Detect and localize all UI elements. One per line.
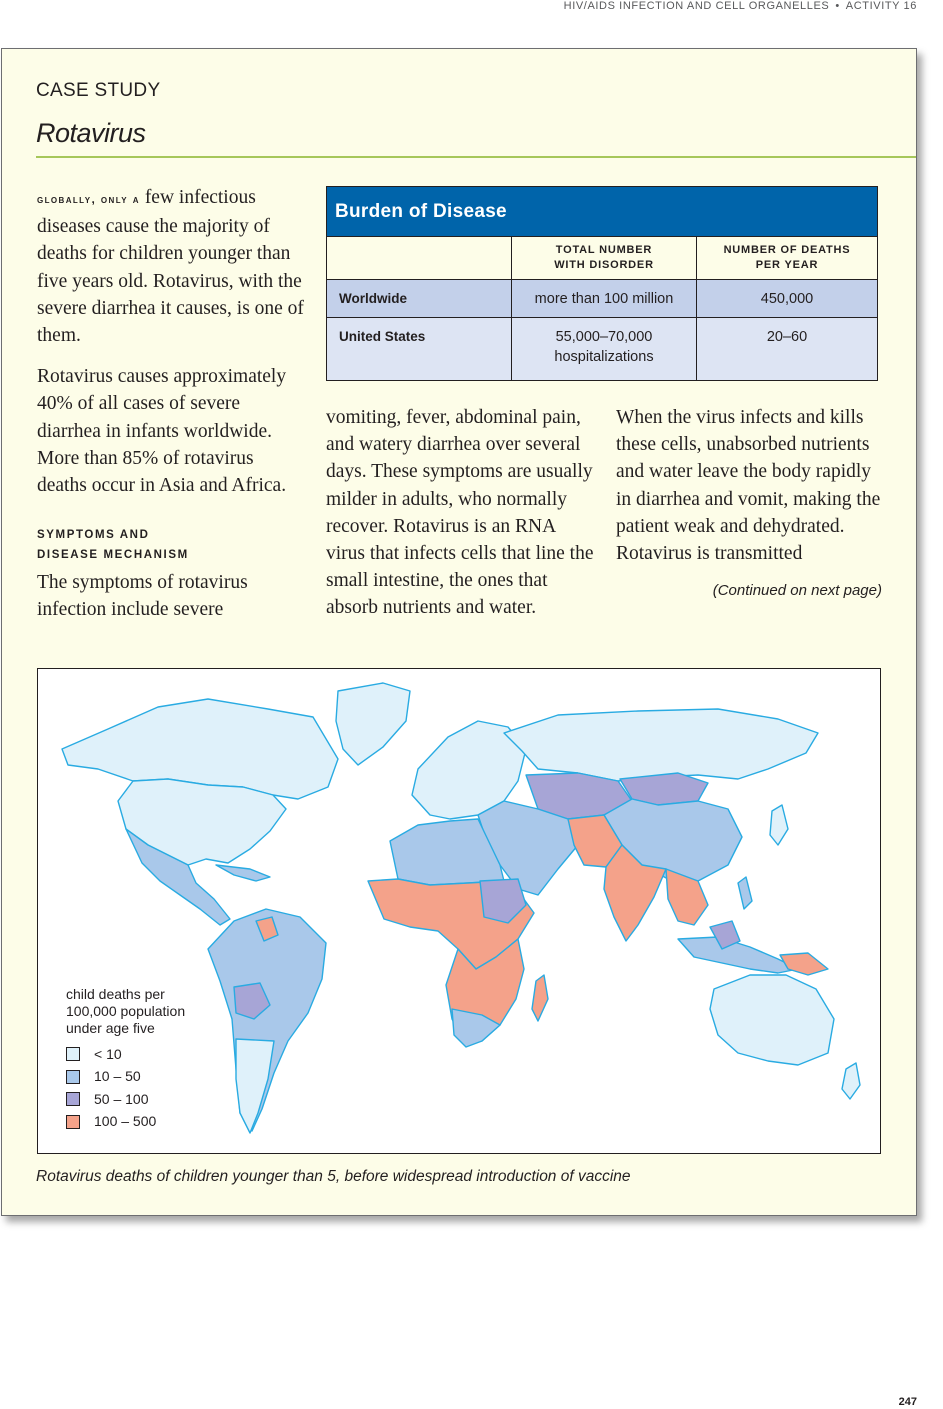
text-column-2: vomiting, fever, abdominal pain, and wat… [326, 404, 596, 622]
legend-item: 100 – 500 [66, 1111, 185, 1134]
region-bolivia [233, 982, 271, 1020]
table-title: Burden of Disease [335, 201, 507, 222]
legend-item: 10 – 50 [66, 1066, 185, 1089]
row-label: United States [327, 317, 512, 380]
map-land [61, 682, 861, 1134]
activity-label: ACTIVITY 16 [845, 0, 917, 12]
column-3-text: When the virus infects and kills these c… [616, 407, 881, 565]
section-subhead: symptoms and disease mechanism [37, 525, 305, 565]
running-head: HIV/AIDS INFECTION AND CELL ORGANELLES • A… [564, 0, 917, 12]
text-column-3: When the virus infects and kills these c… [616, 404, 888, 604]
data-table: TOTAL NUMBER WITH DISORDER NUMBER OF DEAT… [327, 236, 877, 380]
legend-title-line3: under age five [66, 1020, 155, 1036]
intro-paragraph: globally, only a few infectious diseases… [37, 184, 305, 349]
lead-in: globally, only a [37, 192, 140, 206]
region-japan [769, 804, 789, 846]
region-south-america [207, 908, 327, 1132]
region-europe [411, 720, 527, 820]
header-total-line2: WITH DISORDER [554, 259, 654, 271]
cell-total-line2: hospitalizations [554, 349, 654, 365]
continued-note: (Continued on next page) [712, 582, 882, 600]
running-head-text: HIV/AIDS INFECTION AND CELL ORGANELLES [563, 0, 830, 12]
world-map [61, 682, 861, 1134]
legend-swatch [66, 1114, 80, 1129]
bullet-separator: • [835, 0, 840, 12]
cell-total: 55,000–70,000 hospitalizations [511, 317, 697, 380]
row-label: Worldwide [327, 279, 512, 318]
case-study-title: Rotavirus [36, 118, 146, 148]
region-greenland [335, 682, 411, 766]
table-row: United States 55,000–70,000 hospitalizati… [327, 317, 877, 380]
case-study-kicker: CASE STUDY [36, 80, 161, 101]
header-deaths-line1: NUMBER OF DEATHS [723, 244, 851, 256]
legend-label: < 10 [94, 1045, 122, 1062]
column-2-text: vomiting, fever, abdominal pain, and wat… [326, 407, 594, 619]
map-caption: Rotavirus deaths of children younger tha… [36, 1168, 631, 1185]
region-philippines [737, 876, 753, 910]
legend-label: 100 – 500 [94, 1113, 157, 1130]
region-canada-alaska [61, 698, 339, 800]
legend-title-line2: 100,000 population [66, 1003, 186, 1019]
region-madagascar [531, 974, 549, 1022]
region-new-guinea [779, 952, 829, 976]
legend-swatch [66, 1047, 80, 1062]
text-column-1: globally, only a few infectious diseases… [37, 184, 305, 638]
region-australia [709, 974, 835, 1066]
legend-swatch [66, 1092, 80, 1107]
legend-title-line1: child deaths per [66, 986, 165, 1002]
symptoms-paragraph: The symptoms of rotavirus infection incl… [37, 572, 248, 621]
burden-of-disease-table: Burden of Disease TOTAL NUMBER WITH DISOR… [326, 186, 878, 381]
intro-text: few infectious diseases cause the majori… [37, 187, 304, 347]
cell-deaths: 20–60 [696, 317, 877, 380]
empty-header-cell [327, 236, 512, 280]
legend-title: child deaths per 100,000 population unde… [66, 986, 185, 1037]
cell-total: more than 100 million [511, 279, 697, 318]
map-legend: child deaths per 100,000 population unde… [66, 986, 185, 1133]
header-row: TOTAL NUMBER WITH DISORDER NUMBER OF DEAT… [327, 236, 877, 280]
region-sudan [479, 878, 527, 924]
legend-swatch [66, 1069, 80, 1084]
region-caribbean [215, 864, 271, 882]
title-rule [36, 156, 916, 158]
legend-item: 50 – 100 [66, 1088, 185, 1111]
region-india [603, 844, 667, 942]
page-number: 247 [898, 1396, 917, 1408]
region-southeast-asia [665, 868, 709, 926]
cell-total-line1: 55,000–70,000 [555, 329, 653, 345]
statistics-paragraph: Rotavirus causes approximately 40% of al… [37, 366, 287, 497]
region-southern-cone [235, 1038, 275, 1134]
region-russia [503, 708, 819, 782]
region-south-africa [451, 1008, 501, 1048]
subhead-line-2: disease mechanism [37, 549, 189, 562]
column-header-deaths: NUMBER OF DEATHS PER YEAR [696, 236, 877, 280]
column-header-total: TOTAL NUMBER WITH DISORDER [511, 236, 697, 280]
world-map-frame [37, 668, 881, 1154]
header-total-line1: TOTAL NUMBER [555, 244, 653, 256]
header-deaths-line2: PER YEAR [755, 259, 819, 271]
region-new-zealand [841, 1062, 861, 1100]
region-mexico-central-america [125, 828, 231, 926]
legend-label: 50 – 100 [94, 1090, 149, 1107]
legend-label: 10 – 50 [94, 1068, 141, 1085]
region-guyana [255, 916, 279, 942]
table-row: Worldwide more than 100 million 450,000 [327, 279, 877, 318]
subhead-line-1: symptoms and [37, 529, 150, 542]
legend-item: < 10 [66, 1043, 185, 1066]
table-title-bar: Burden of Disease [327, 187, 877, 236]
cell-deaths: 450,000 [696, 279, 877, 318]
region-borneo [709, 920, 741, 950]
